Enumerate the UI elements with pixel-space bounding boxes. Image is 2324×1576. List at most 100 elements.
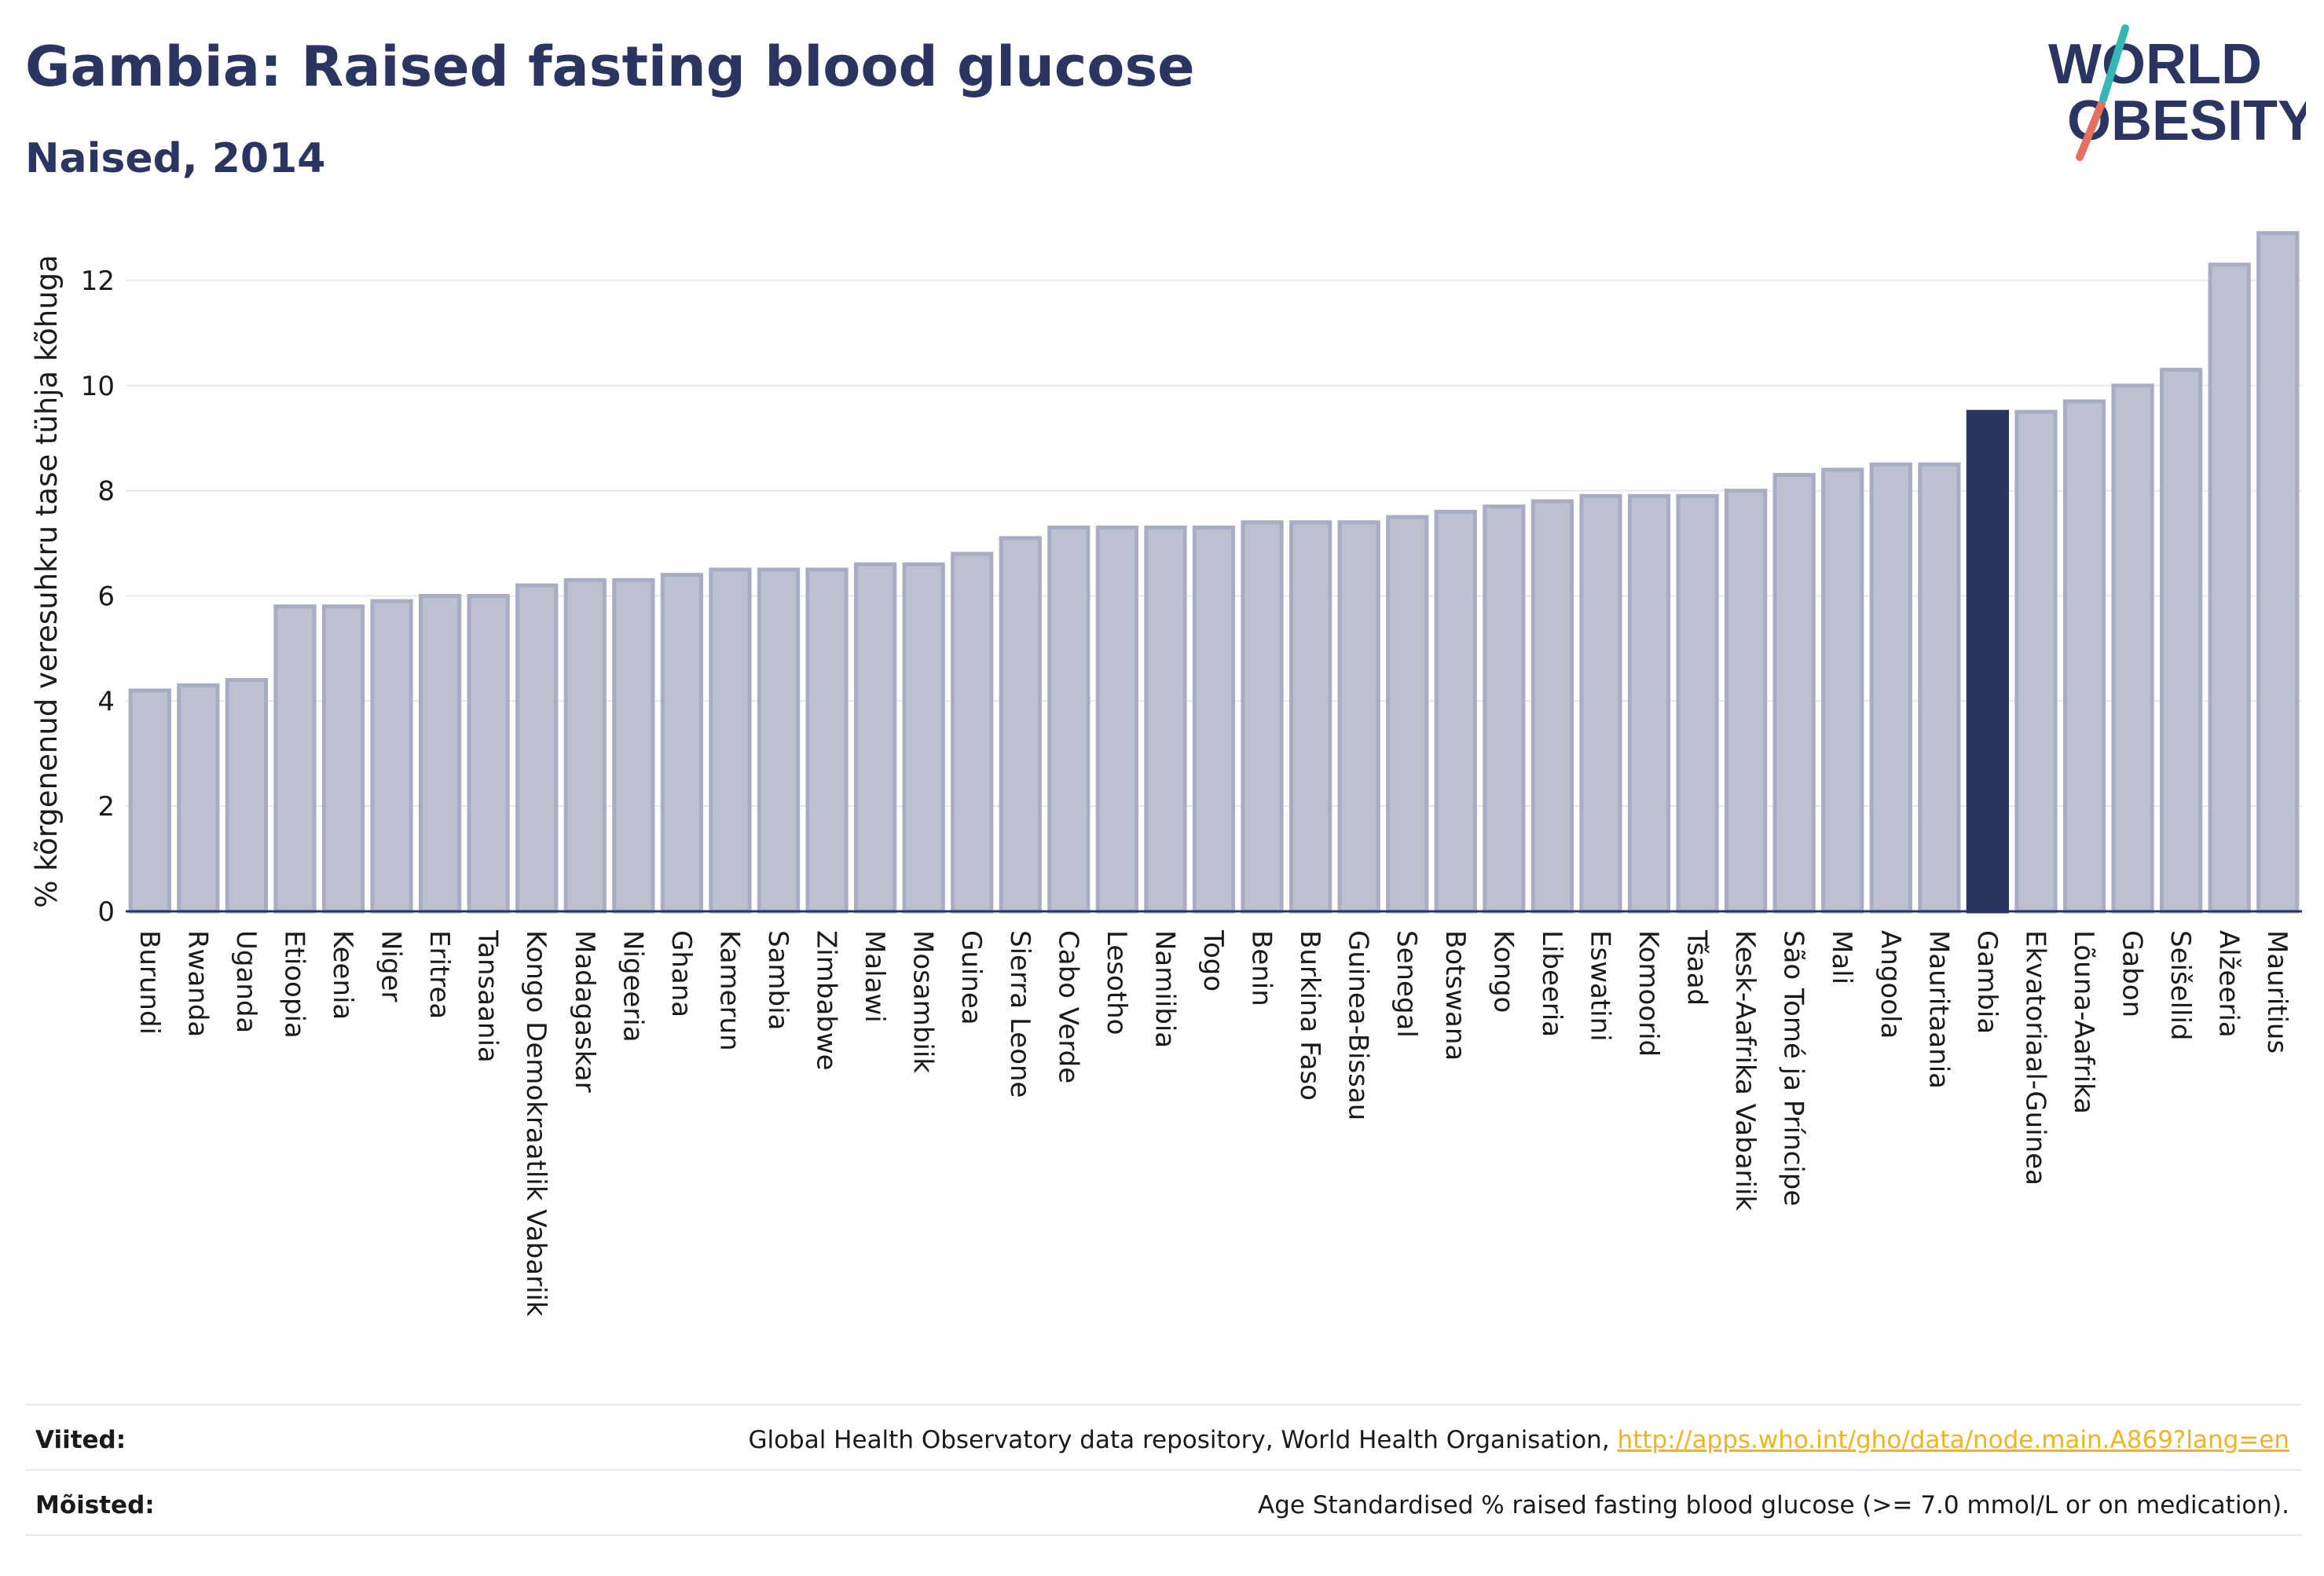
x-tick-label: Gabon <box>2117 930 2148 1017</box>
logo-word-world: WORLD <box>2048 33 2262 96</box>
bar-kamerun[interactable] <box>709 567 752 914</box>
bar-madagaskar[interactable] <box>563 577 607 914</box>
x-tick-label: Kesk-Aafrika Vabariik <box>1729 930 1761 1211</box>
bar-lesotho[interactable] <box>1095 525 1139 914</box>
x-tick-label: Kongo <box>1487 930 1519 1013</box>
bar-zimbabwe[interactable] <box>805 567 849 914</box>
x-tick-label: Namiibia <box>1149 930 1180 1048</box>
y-axis-label: % kõrgenenud veresuhkru tase tühja kõhug… <box>30 255 64 908</box>
y-tick-labels: 0 2 4 6 8 10 12 <box>81 266 115 928</box>
y-tick-label: 12 <box>81 266 115 297</box>
chart-title: Gambia: Raised fasting blood glucose <box>25 35 1195 99</box>
x-tick-label: Burundi <box>134 930 165 1035</box>
x-tick-label: Angoola <box>1875 930 1906 1039</box>
bar-l-una-aafrika[interactable] <box>2062 399 2106 914</box>
bar-al-eeria[interactable] <box>2208 262 2251 914</box>
x-tick-label: Nigeeria <box>617 930 648 1043</box>
bar-niger[interactable] <box>370 599 413 914</box>
x-tick-label: Rwanda <box>181 930 213 1037</box>
x-tick-label: Keenia <box>327 930 358 1020</box>
bar-gabon[interactable] <box>2111 383 2154 914</box>
bar-s-o-tom-ja-pr-ncipe[interactable] <box>1772 473 1816 914</box>
bar-uganda[interactable] <box>225 678 269 914</box>
bar-ghana[interactable] <box>660 573 704 914</box>
x-tick-label: Guinea <box>955 930 987 1025</box>
x-tick-label: Lõuna-Aafrika <box>2068 930 2099 1114</box>
x-tick-label: Burkina Faso <box>1294 930 1325 1101</box>
x-tick-label: Guinea-Bissau <box>1343 930 1374 1120</box>
bar-benin[interactable] <box>1241 520 1284 914</box>
x-tick-label: Kongo Demokraatlik Vabariik <box>520 930 552 1317</box>
bar-kongo[interactable] <box>1483 504 1526 914</box>
bar-kongo-demokraatlik-vabariik[interactable] <box>515 583 559 914</box>
bar-keenia[interactable] <box>321 604 365 914</box>
logo-slash-teal <box>2099 24 2129 103</box>
definitions-text: Age Standardised % raised fasting blood … <box>1258 1491 2289 1519</box>
bar-eritrea[interactable] <box>418 593 462 914</box>
bar-gambia[interactable] <box>1966 409 2010 914</box>
bar-guinea[interactable] <box>951 552 994 914</box>
bar-sei-ellid[interactable] <box>2159 368 2203 914</box>
bar-komoorid[interactable] <box>1627 493 1671 914</box>
bar-angoola[interactable] <box>1869 462 1912 914</box>
footer-divider-top <box>25 1404 2302 1406</box>
x-tick-label: Eritrea <box>423 930 455 1019</box>
references-value: Global Health Observatory data repositor… <box>748 1426 2289 1454</box>
bar-burkina-faso[interactable] <box>1288 520 1332 914</box>
x-tick-label: Uganda <box>230 930 262 1033</box>
bar-namiibia[interactable] <box>1144 525 1187 914</box>
y-tick-label: 8 <box>97 476 115 508</box>
y-tick-label: 10 <box>81 371 115 402</box>
x-tick-label: Botswana <box>1439 930 1471 1061</box>
x-tick-label: Eswatini <box>1584 930 1615 1042</box>
bar-rwanda[interactable] <box>177 683 220 914</box>
x-tick-label: Libeeria <box>1536 930 1567 1037</box>
bar-t-aad[interactable] <box>1676 493 1719 914</box>
x-tick-label: Gambia <box>1971 930 2003 1034</box>
references-label: Viited: <box>35 1426 126 1454</box>
bar-botswana[interactable] <box>1434 509 1477 914</box>
x-tick-label: Niger <box>376 930 407 1002</box>
x-tick-label: Cabo Verde <box>1052 930 1083 1083</box>
bar-togo[interactable] <box>1192 525 1236 914</box>
x-tick-label: Benin <box>1246 930 1277 1006</box>
x-tick-label: Tansaania <box>472 929 504 1063</box>
x-tick-label: Alžeeria <box>2213 930 2245 1038</box>
chart-subtitle: Naised, 2014 <box>25 135 326 182</box>
references-link[interactable]: http://apps.who.int/gho/data/node.main.A… <box>1617 1426 2289 1454</box>
bar-tansaania[interactable] <box>467 593 510 914</box>
footer-divider-bottom <box>25 1534 2302 1536</box>
bar-nigeeria[interactable] <box>612 577 655 914</box>
bar-malawi[interactable] <box>853 562 897 914</box>
x-tick-label: Tšaad <box>1681 929 1713 1006</box>
bar-mauritius[interactable] <box>2256 231 2300 914</box>
x-tick-label: Sierra Leone <box>1004 930 1036 1098</box>
bar-eswatini[interactable] <box>1579 493 1622 914</box>
x-tick-label: Senegal <box>1391 930 1422 1038</box>
bar-etioopia[interactable] <box>273 604 317 914</box>
bar-mauritaania[interactable] <box>1918 462 1961 914</box>
x-tick-label: Ekvatoriaal-Guinea <box>2019 930 2051 1186</box>
y-tick-label: 2 <box>97 791 115 823</box>
bar-guinea-bissau[interactable] <box>1337 520 1380 914</box>
x-tick-label: Malawi <box>859 930 890 1023</box>
x-tick-label: Mauritius <box>2261 930 2293 1054</box>
x-tick-label: Mosambiik <box>907 930 939 1073</box>
x-tick-label: Kamerun <box>713 930 745 1051</box>
bars <box>126 231 2302 914</box>
bar-mali[interactable] <box>1821 467 1864 914</box>
x-tick-label: Seišellid <box>2165 930 2196 1041</box>
bar-ekvatoriaal-guinea[interactable] <box>2014 409 2058 914</box>
bar-mosambiik[interactable] <box>902 562 945 914</box>
bar-libeeria[interactable] <box>1530 499 1574 914</box>
bar-sambia[interactable] <box>757 567 801 914</box>
bar-kesk-aafrika-vabariik[interactable] <box>1724 489 1768 914</box>
bar-senegal[interactable] <box>1386 515 1429 914</box>
x-tick-label: Togo <box>1197 929 1229 991</box>
bar-sierra-leone[interactable] <box>999 536 1042 914</box>
y-tick-label: 0 <box>97 896 115 928</box>
x-tick-label: Ghana <box>665 930 697 1017</box>
bar-burundi[interactable] <box>128 688 171 914</box>
definitions-label: Mõisted: <box>35 1491 155 1519</box>
bar-cabo-verde[interactable] <box>1047 525 1091 914</box>
